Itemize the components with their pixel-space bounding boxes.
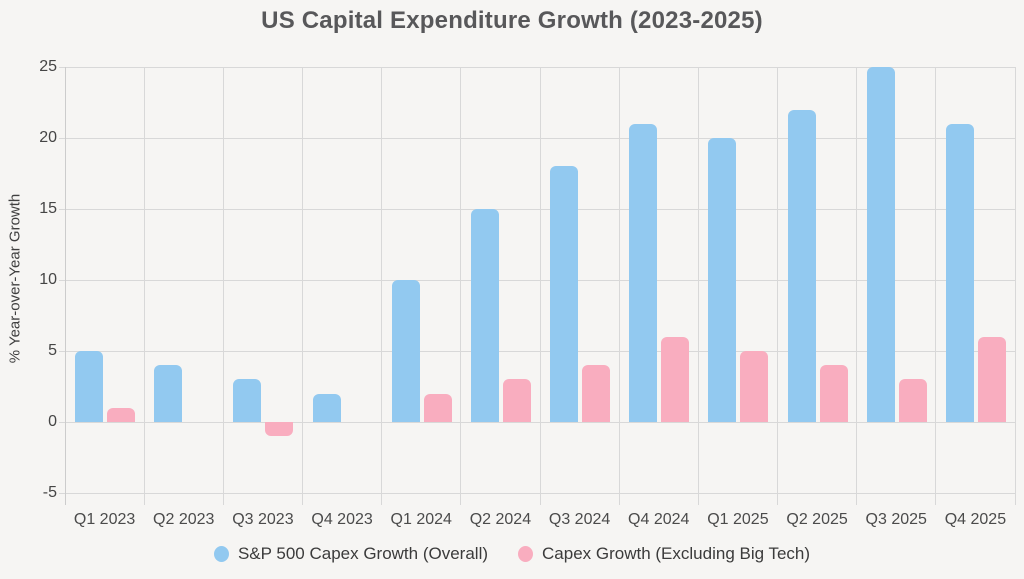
x-tick-label: Q1 2023 <box>73 511 136 528</box>
gridline-vertical <box>222 67 224 505</box>
x-tick-label: Q3 2025 <box>865 511 927 528</box>
gridline-horizontal <box>59 421 1016 423</box>
gridline-vertical <box>618 67 620 505</box>
gridline-vertical <box>935 67 937 505</box>
gridline-vertical <box>143 67 145 505</box>
gridline-horizontal <box>59 208 1016 210</box>
legend-dot-blue-icon <box>213 546 229 562</box>
bar-series1-q1-2023 <box>107 407 135 422</box>
bar-series0-q3-2024 <box>550 166 578 422</box>
x-tick-label: Q1 2025 <box>707 511 769 528</box>
y-tick-label: 15 <box>39 200 57 217</box>
gridline-vertical <box>1014 67 1016 505</box>
bar-series0-q2-2025 <box>787 109 816 422</box>
bar-series1-q1-2024 <box>423 393 452 422</box>
x-tick-label: Q3 2023 <box>232 511 294 528</box>
bar-series0-q2-2023 <box>154 365 183 422</box>
x-tick-label: Q2 2023 <box>153 511 215 528</box>
gridline-horizontal <box>59 350 1016 352</box>
legend: S&P 500 Capex Growth (Overall) Capex Gro… <box>0 542 1024 566</box>
bar-series0-q3-2023 <box>233 379 262 422</box>
bar-series0-q1-2024 <box>391 280 420 422</box>
bar-series1-q3-2024 <box>582 365 610 422</box>
gridline-vertical <box>697 67 699 505</box>
bar-series0-q4-2023 <box>312 393 341 422</box>
gridline-vertical <box>539 67 541 505</box>
gridline-horizontal <box>59 279 1016 281</box>
bar-series0-q3-2025 <box>866 67 895 422</box>
x-tick-label: Q2 2025 <box>786 511 848 528</box>
bar-series0-q4-2024 <box>629 123 658 422</box>
gridline-vertical <box>381 67 383 505</box>
x-tick-label: Q4 2024 <box>628 511 690 528</box>
legend-label-ex-big-tech: Capex Growth (Excluding Big Tech) <box>542 544 811 563</box>
legend-item-sp500-capex: S&P 500 Capex Growth (Overall) <box>213 544 489 564</box>
legend-dot-pink-icon <box>518 546 534 562</box>
x-tick-label: Q2 2024 <box>469 511 532 528</box>
bar-series1-q2-2024 <box>502 379 531 422</box>
gridline-vertical <box>856 67 858 505</box>
gridline-horizontal <box>59 137 1016 139</box>
gridline-horizontal <box>59 66 1016 68</box>
bar-series0-q2-2024 <box>470 209 499 422</box>
bar-series1-q3-2025 <box>898 379 927 422</box>
y-axis-line <box>64 67 66 505</box>
x-tick-label: Q4 2025 <box>944 511 1007 528</box>
y-tick-label: 0 <box>48 413 57 430</box>
x-tick-label: Q4 2023 <box>311 511 373 528</box>
gridline-vertical <box>460 67 462 505</box>
legend-item-ex-big-tech: Capex Growth (Excluding Big Tech) <box>518 544 810 564</box>
bar-series1-q4-2024 <box>661 336 690 422</box>
y-tick-label: 5 <box>48 342 57 359</box>
bar-series1-q1-2025 <box>740 351 769 422</box>
x-tick-label: Q3 2024 <box>548 511 611 528</box>
x-tick-label: Q1 2024 <box>390 511 452 528</box>
chart-title: US Capital Expenditure Growth (2023-2025… <box>261 7 763 34</box>
y-tick-label: 25 <box>39 58 57 75</box>
bar-series1-q3-2023 <box>265 422 294 437</box>
legend-label-sp500-capex: S&P 500 Capex Growth (Overall) <box>237 544 489 563</box>
bar-series0-q1-2023 <box>75 351 103 422</box>
gridline-vertical <box>777 67 778 505</box>
y-tick-label: 20 <box>39 129 57 146</box>
bar-series0-q1-2025 <box>708 138 737 422</box>
gridline-vertical <box>302 67 303 505</box>
gridline-horizontal <box>59 492 1016 494</box>
y-tick-label: 10 <box>39 271 57 288</box>
bar-series1-q2-2025 <box>819 365 848 422</box>
y-tick-label: -5 <box>42 484 57 501</box>
bar-series0-q4-2025 <box>945 123 974 422</box>
bar-series1-q4-2025 <box>977 336 1006 422</box>
